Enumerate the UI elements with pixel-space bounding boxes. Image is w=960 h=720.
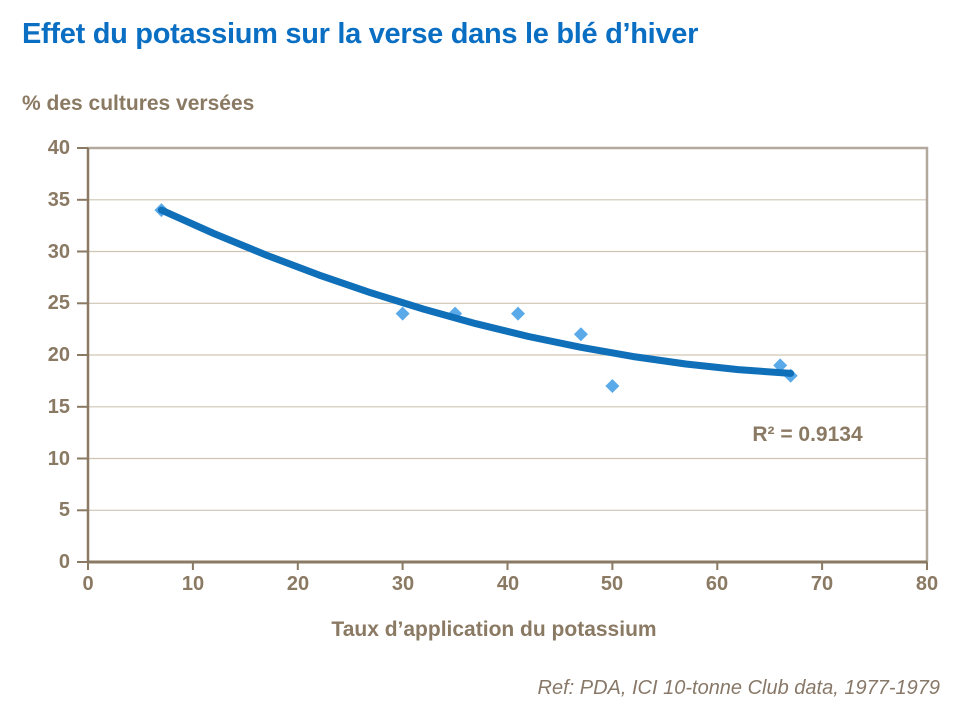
x-tick-label: 30 bbox=[391, 573, 415, 595]
x-tick-label: 70 bbox=[810, 573, 834, 595]
x-tick-label: 60 bbox=[705, 573, 729, 595]
data-point-diamond bbox=[395, 306, 410, 321]
r-squared-annotation: R² = 0.9134 bbox=[752, 423, 863, 446]
data-point-diamond bbox=[605, 379, 620, 394]
y-axis-unit-label: % des cultures versées bbox=[22, 92, 255, 115]
x-tick-label: 10 bbox=[181, 573, 205, 595]
y-tick-label: 0 bbox=[58, 551, 70, 573]
y-tick-label: 5 bbox=[58, 499, 70, 521]
y-tick-label: 15 bbox=[47, 396, 70, 418]
y-tick-label: 40 bbox=[47, 137, 70, 159]
x-tick-label: 40 bbox=[496, 573, 520, 595]
x-tick-label: 50 bbox=[600, 573, 624, 595]
trendline-curve bbox=[157, 206, 795, 377]
y-tick-label: 20 bbox=[47, 344, 70, 366]
data-point-diamond bbox=[773, 358, 788, 373]
x-tick-label: 80 bbox=[915, 573, 939, 595]
y-tick-label: 25 bbox=[47, 292, 70, 314]
data-point-diamond bbox=[573, 327, 588, 342]
x-tick-label: 0 bbox=[82, 573, 94, 595]
reference-note: Ref: PDA, ICI 10-tonne Club data, 1977-1… bbox=[537, 677, 940, 699]
y-tick-label: 10 bbox=[47, 448, 70, 470]
x-axis-title: Taux d’application du potassium bbox=[331, 618, 657, 641]
page-title: Effet du potassium sur la verse dans le … bbox=[22, 18, 699, 50]
y-tick-label: 35 bbox=[47, 189, 70, 211]
y-tick-label: 30 bbox=[47, 241, 70, 263]
x-tick-label: 20 bbox=[286, 573, 310, 595]
data-point-diamond bbox=[510, 306, 525, 321]
